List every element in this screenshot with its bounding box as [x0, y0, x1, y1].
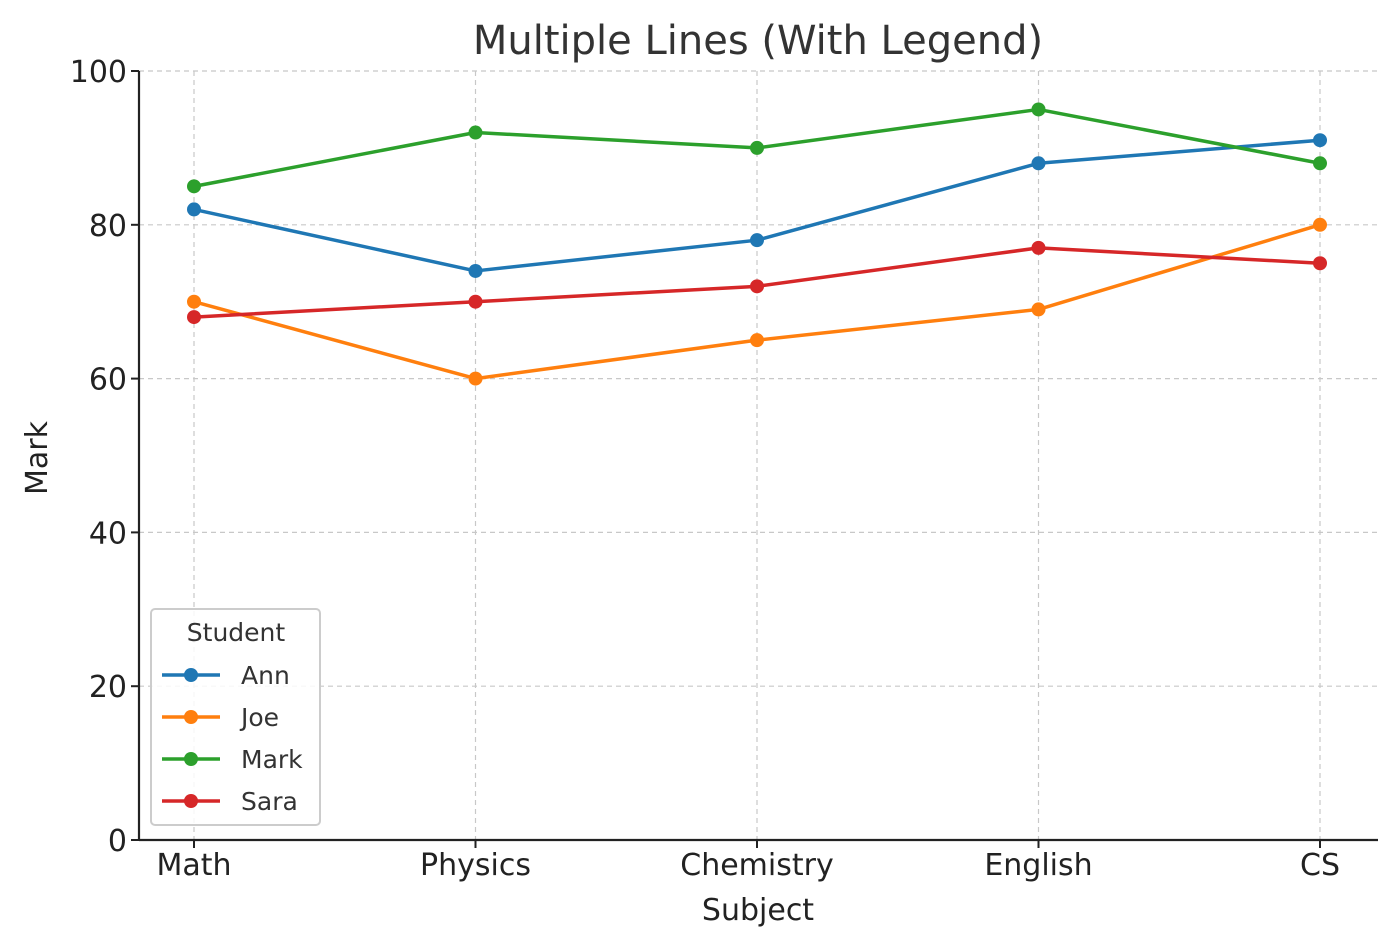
- x-tick-label: CS: [1300, 848, 1340, 883]
- x-axis-label: Subject: [702, 893, 814, 928]
- legend-label: Joe: [239, 703, 279, 732]
- series-joe: [187, 217, 1327, 386]
- data-point-ann: [1313, 133, 1327, 148]
- y-tick-label: 60: [89, 363, 127, 398]
- legend-swatch-marker: [184, 668, 198, 682]
- y-tick-label: 40: [89, 516, 127, 551]
- data-point-sara: [468, 294, 483, 309]
- series-mark: [187, 102, 1327, 194]
- y-tick-label: 100: [70, 55, 127, 90]
- data-point-ann: [1031, 156, 1046, 171]
- data-point-sara: [187, 310, 201, 325]
- legend: Student Ann Joe Mark Sara: [150, 608, 321, 826]
- data-point-sara: [1031, 240, 1046, 255]
- legend-label: Mark: [241, 745, 303, 774]
- data-point-mark: [1313, 156, 1327, 171]
- legend-swatch-marker: [184, 710, 198, 724]
- x-tick-label: Physics: [420, 848, 531, 883]
- x-tick-label: Math: [156, 848, 231, 883]
- y-tick-label: 20: [89, 670, 127, 705]
- y-tick-label: 0: [108, 824, 127, 859]
- grid: [139, 70, 1378, 840]
- y-axis-label: Mark: [20, 420, 55, 495]
- data-point-mark: [468, 125, 483, 140]
- data-point-joe: [1313, 217, 1327, 232]
- data-point-ann: [750, 233, 764, 248]
- data-point-joe: [1031, 302, 1046, 317]
- legend-item-ann: Ann: [162, 661, 290, 690]
- data-point-ann: [187, 202, 201, 217]
- data-point-joe: [468, 371, 483, 386]
- legend-box: [150, 608, 321, 826]
- chart-title: Multiple Lines (With Legend): [473, 18, 1043, 64]
- data-point-mark: [1031, 102, 1046, 117]
- legend-swatch-marker: [184, 794, 198, 808]
- legend-item-mark: Mark: [162, 745, 303, 774]
- data-point-sara: [1313, 256, 1327, 271]
- data-point-mark: [187, 179, 201, 194]
- x-tick-label: English: [984, 848, 1092, 883]
- data-point-ann: [468, 263, 483, 278]
- data-point-mark: [750, 140, 764, 155]
- legend-title: Student: [187, 618, 286, 647]
- tick-labels: 0 20 40 60 80 100 Math Physics Chemistry English C…: [70, 55, 1340, 883]
- legend-items: Ann Joe Mark Sara: [162, 661, 303, 816]
- legend-swatch-marker: [184, 752, 198, 766]
- x-tick-label: Chemistry: [680, 848, 833, 883]
- series-sara: [187, 240, 1327, 325]
- legend-item-joe: Joe: [162, 703, 279, 732]
- data-point-joe: [750, 333, 764, 348]
- legend-label: Sara: [241, 787, 298, 816]
- legend-item-sara: Sara: [162, 787, 298, 816]
- legend-label: Ann: [241, 661, 290, 690]
- axes: [131, 70, 1378, 848]
- data-point-sara: [750, 279, 764, 294]
- series-ann: [187, 133, 1327, 278]
- data-point-joe: [187, 294, 201, 309]
- series-group: [187, 102, 1327, 386]
- y-tick-label: 80: [89, 209, 127, 244]
